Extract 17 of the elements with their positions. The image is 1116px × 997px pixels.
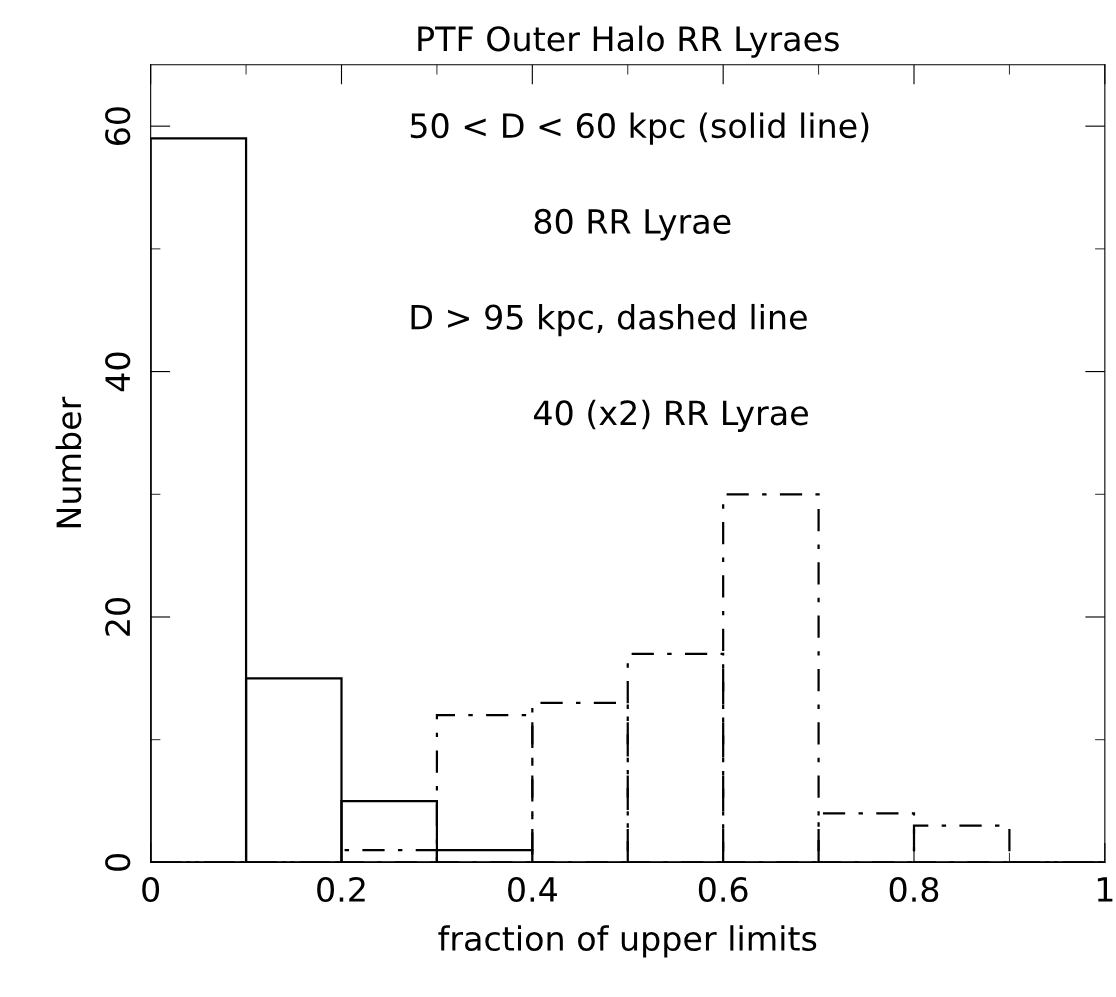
x-tick-label: 0.2	[317, 876, 365, 903]
annotation: 50 < D < 60 kpc (solid line)	[410, 112, 869, 145]
x-tick-label: 0	[142, 876, 160, 903]
x-tick-label: 1	[1097, 877, 1113, 902]
chart-title: PTF Outer Halo RR Lyraes	[418, 25, 839, 58]
y-tick-label: 20	[105, 598, 131, 636]
y-axis-title: Number	[55, 396, 82, 528]
x-tick-label: 0.8	[889, 876, 939, 903]
y-tick-label: 0	[105, 854, 131, 871]
x-axis-title: fraction of upper limits	[438, 925, 817, 958]
x-tick-label: 0.6	[698, 876, 748, 903]
annotation: D > 95 kpc, dashed line	[411, 303, 807, 337]
annotation: 80 RR Lyrae	[534, 208, 731, 241]
y-tick-label: 60	[105, 107, 131, 146]
annotation: 40 (x2) RR Lyrae	[533, 399, 808, 432]
y-tick-label: 40	[105, 352, 131, 392]
x-tick-label: 0.4	[508, 876, 557, 903]
